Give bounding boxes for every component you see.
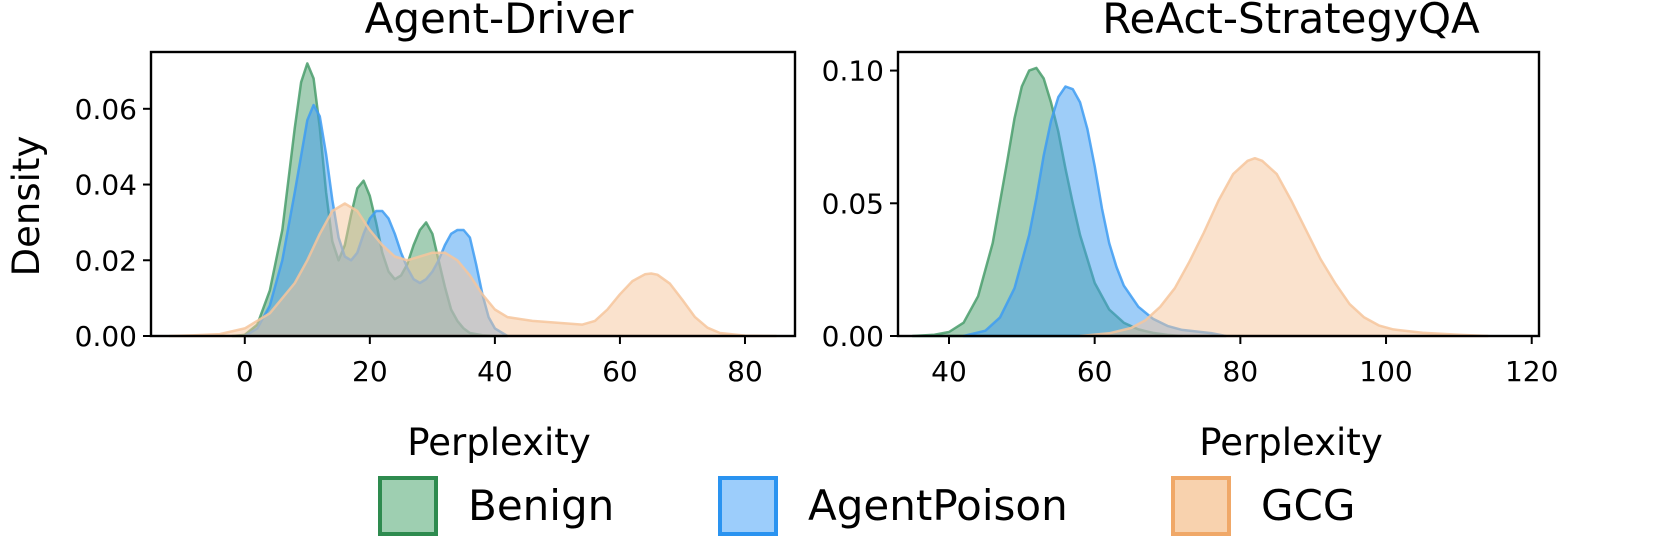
y-tick-label: 0.06 (75, 93, 137, 126)
density-area-gcg (1078, 156, 1490, 338)
x-tick-label: 80 (727, 355, 763, 388)
y-tick-label: 0.00 (75, 320, 137, 353)
x-tick-label: 60 (1077, 355, 1113, 388)
y-tick-label: 0.02 (75, 244, 137, 277)
panel-title: ReAct-StrategyQA (1102, 0, 1480, 43)
x-tick-label: 0 (236, 355, 254, 388)
y-ticks: 0.00 0.05 0.10 (822, 55, 898, 353)
plot-frame (149, 50, 797, 338)
y-tick-label: 0.05 (822, 187, 884, 220)
x-ticks: 40 60 80 100 120 (931, 336, 1558, 388)
x-tick-label: 40 (477, 355, 513, 388)
y-tick-label: 0.04 (75, 169, 137, 202)
x-tick-label: 100 (1359, 355, 1412, 388)
legend-swatch-gcg (1171, 476, 1231, 536)
x-axis-label: Perplexity (407, 421, 590, 464)
x-tick-label: 20 (352, 355, 388, 388)
legend: Benign AgentPoison GCG (378, 476, 1355, 536)
x-ticks: 0 20 40 60 80 (236, 336, 763, 388)
legend-swatch-agentpoison (718, 476, 778, 536)
panel-react-strategyqa: ReAct-StrategyQA 40 60 80 100 120 0.000.050.… (822, 0, 1559, 464)
y-tick-label: 0.10 (822, 55, 884, 88)
legend-label-gcg: GCG (1261, 481, 1355, 530)
x-tick-label: 120 (1505, 355, 1558, 388)
x-tick-label: 40 (931, 355, 967, 388)
x-tick-label: 80 (1223, 355, 1259, 388)
density-areas (911, 66, 1490, 338)
legend-label-agentpoison: AgentPoison (808, 481, 1068, 530)
legend-label-benign: Benign (468, 481, 614, 530)
density-areas (168, 62, 778, 338)
panel-agent-driver: Agent-Driver 0 20 40 60 80 0.000.020.040.06 … (75, 0, 797, 464)
density-area-gcg (168, 202, 778, 338)
panel-title: Agent-Driver (365, 0, 634, 43)
x-tick-label: 60 (602, 355, 638, 388)
x-axis-label: Perplexity (1199, 421, 1382, 464)
y-ticks: 0.00 0.02 0.04 0.06 (75, 93, 151, 353)
y-tick-label: 0.00 (822, 320, 884, 353)
plot-frame (896, 50, 1541, 338)
y-axis-label-density: Density (5, 136, 48, 277)
legend-swatch-benign (378, 476, 438, 536)
